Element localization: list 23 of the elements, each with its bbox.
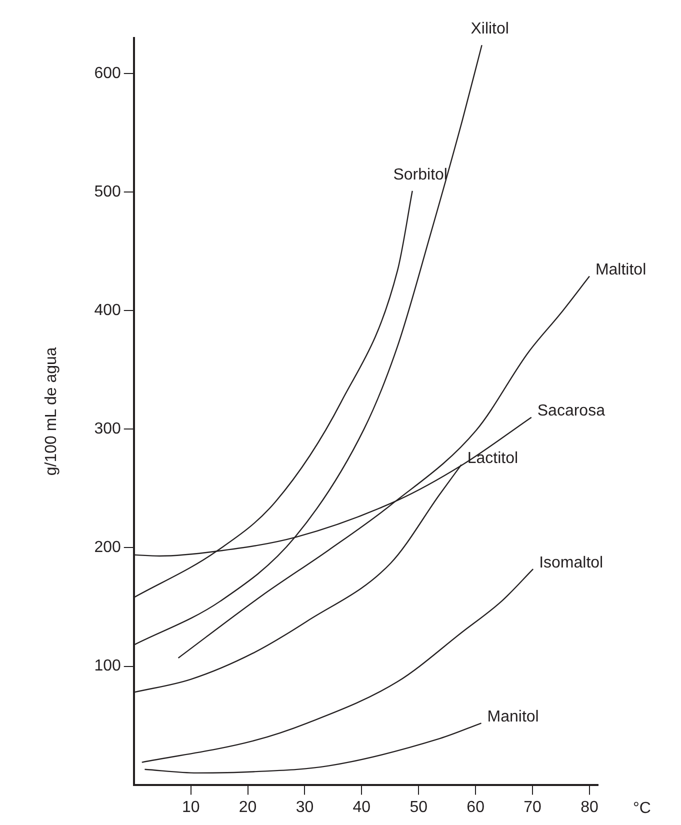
- x-axis-title: °C: [633, 800, 651, 818]
- x-tick-label: 70: [524, 798, 542, 816]
- series-label: Isomaltol: [539, 554, 604, 572]
- series-label: Xilitol: [470, 20, 509, 38]
- y-tick-label: 500: [94, 184, 121, 201]
- x-tick-label: 30: [296, 798, 314, 816]
- y-tick-label: 200: [94, 539, 121, 556]
- y-axis-title: g/100 mL de agua: [43, 347, 60, 476]
- x-tick-label: 40: [352, 798, 371, 816]
- y-tick-label: 100: [94, 658, 121, 675]
- series-label: Maltitol: [595, 262, 646, 279]
- series-label: Sacarosa: [537, 402, 606, 420]
- series-label: Sorbitol: [393, 166, 448, 184]
- y-tick-label: 400: [94, 302, 121, 320]
- y-tick-label: 600: [94, 64, 121, 82]
- x-tick-label: 80: [580, 798, 598, 816]
- x-tick-label: 50: [410, 798, 428, 816]
- x-tick-label: 20: [238, 798, 257, 816]
- y-tick-label: 300: [94, 420, 121, 438]
- x-tick-label: 10: [182, 798, 200, 816]
- x-tick-label: 60: [466, 798, 485, 816]
- series-label: Manitol: [487, 708, 539, 726]
- series-label: Lactitol: [467, 450, 518, 468]
